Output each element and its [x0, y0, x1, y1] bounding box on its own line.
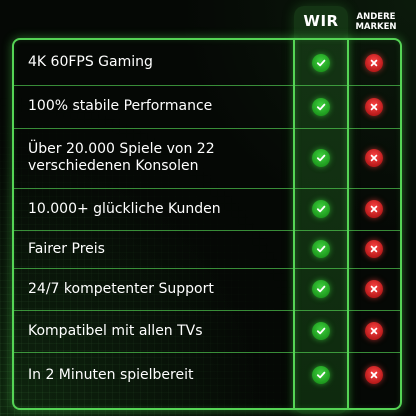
cross-icon — [365, 322, 383, 340]
cross-icon — [365, 149, 383, 167]
check-icon — [312, 149, 330, 167]
check-icon — [312, 53, 330, 72]
row-divider — [14, 230, 400, 231]
header-andere-line1: ANDERE — [356, 12, 396, 22]
comparison-table-frame — [12, 38, 402, 410]
check-icon — [312, 280, 330, 298]
row-divider — [14, 128, 400, 129]
row-divider — [14, 310, 400, 311]
cross-icon — [365, 280, 383, 298]
cross-icon — [365, 200, 383, 218]
check-icon — [312, 200, 330, 218]
row-label: Kompatibel mit allen TVs — [28, 322, 203, 339]
check-icon — [312, 240, 330, 258]
check-icon — [312, 97, 330, 116]
row-divider — [14, 188, 400, 189]
row-label: In 2 Minuten spielbereit — [28, 366, 194, 383]
row-label: Über 20.000 Spiele von 22 verschiedenen … — [28, 141, 215, 174]
row-label: 10.000+ glückliche Kunden — [28, 200, 221, 217]
header-andere-line2: MARKEN — [355, 22, 397, 32]
check-icon — [312, 322, 330, 340]
row-label: 24/7 kompetenter Support — [28, 280, 214, 297]
column-divider-right — [347, 38, 349, 410]
cross-icon — [365, 97, 383, 116]
header-andere-marken: ANDERE MARKEN — [348, 12, 404, 36]
row-label: Fairer Preis — [28, 240, 105, 257]
row-divider — [14, 268, 400, 269]
check-icon — [312, 366, 330, 384]
column-divider-left — [293, 38, 295, 410]
cross-icon — [365, 240, 383, 258]
header-wir: WIR — [303, 12, 339, 30]
row-label: 4K 60FPS Gaming — [28, 54, 153, 70]
row-divider — [14, 352, 400, 353]
cross-icon — [365, 53, 383, 72]
cross-icon — [365, 366, 383, 384]
row-label: 100% stabile Performance — [28, 98, 213, 114]
row-divider — [14, 85, 400, 86]
